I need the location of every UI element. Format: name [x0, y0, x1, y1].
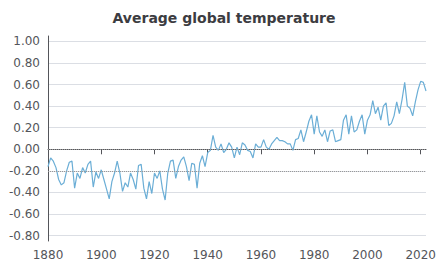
svg-text:-0.20: -0.20: [9, 164, 40, 178]
svg-text:-0.80: -0.80: [9, 229, 40, 243]
svg-text:0.80: 0.80: [13, 56, 40, 70]
svg-text:0.40: 0.40: [13, 99, 40, 113]
svg-text:1900: 1900: [86, 248, 117, 262]
svg-text:0.00: 0.00: [13, 142, 40, 156]
svg-text:0.20: 0.20: [13, 121, 40, 135]
svg-text:1.00: 1.00: [13, 34, 40, 48]
svg-text:1960: 1960: [246, 248, 277, 262]
svg-text:1920: 1920: [139, 248, 170, 262]
svg-text:1880: 1880: [33, 248, 64, 262]
svg-text:2000: 2000: [352, 248, 383, 262]
svg-text:0.60: 0.60: [13, 78, 40, 92]
svg-text:Average global temperature: Average global temperature: [113, 10, 336, 26]
svg-text:1980: 1980: [299, 248, 330, 262]
svg-text:-0.60: -0.60: [9, 207, 40, 221]
svg-text:2020: 2020: [405, 248, 436, 262]
svg-text:-0.40: -0.40: [9, 185, 40, 199]
svg-text:1940: 1940: [192, 248, 223, 262]
